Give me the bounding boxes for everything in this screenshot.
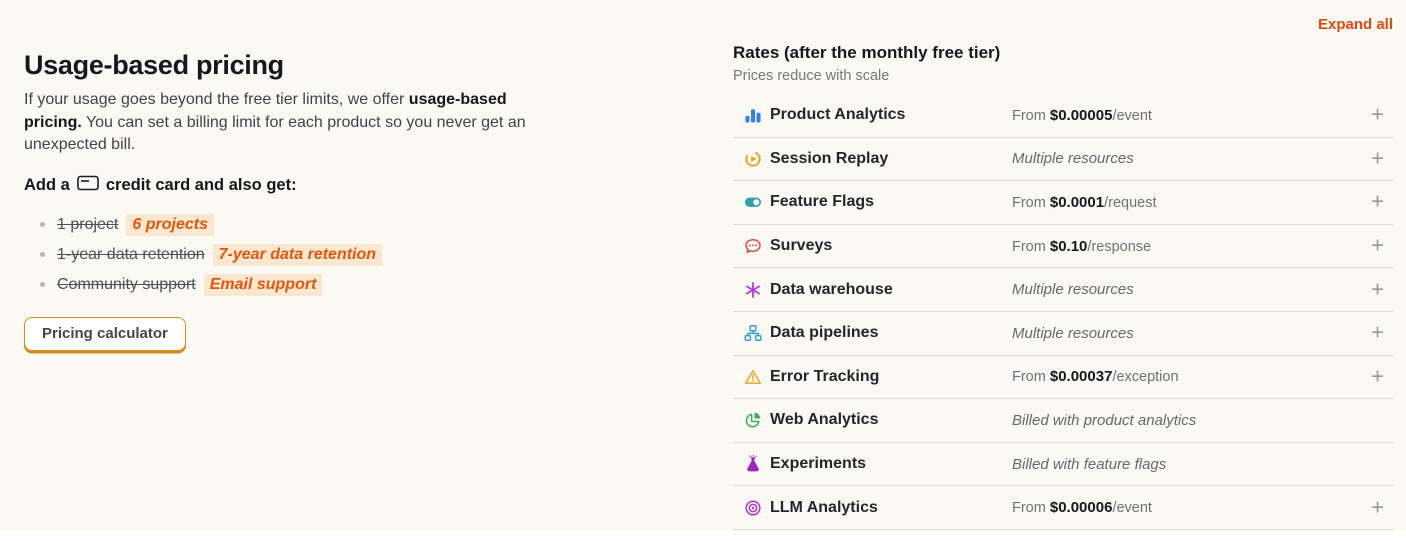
intro-bold-text: usage-based pricing. bbox=[24, 91, 507, 131]
usage-pricing-column: Usage-based pricing If your usage goes b… bbox=[24, 50, 564, 351]
credit-card-icon bbox=[77, 175, 99, 196]
rate-price: From $0.00037/exception bbox=[1012, 368, 1179, 385]
benefit-item: 1-year data retention 7-year data retenti… bbox=[40, 240, 564, 270]
rate-price: From $0.00006/event bbox=[1012, 499, 1152, 516]
rate-row-data-pipelines[interactable]: Data pipelines Multiple resources + bbox=[733, 312, 1393, 356]
rate-note: Multiple resources bbox=[1012, 150, 1134, 168]
rate-price-prefix: From bbox=[1012, 194, 1050, 211]
benefit-new-value: 6 projects bbox=[126, 213, 214, 236]
intro-text: If your usage goes beyond the free tier … bbox=[24, 91, 409, 108]
rates-title: Rates (after the monthly free tier) bbox=[733, 43, 1001, 62]
rates-column: Rates (after the monthly free tier) Pric… bbox=[733, 43, 1393, 530]
rate-row-surveys[interactable]: Surveys From $0.10/response + bbox=[733, 225, 1393, 269]
rate-price-value: $0.00005 bbox=[1049, 106, 1113, 124]
benefits-list: 1 project 6 projects 1-year data retention… bbox=[24, 210, 564, 300]
pricing-calculator-button[interactable]: Pricing calculator bbox=[24, 316, 186, 351]
add-card-prefix: Add a bbox=[24, 175, 70, 194]
bullet-icon bbox=[40, 252, 45, 257]
benefit-old-value: 1-year data retention bbox=[57, 245, 205, 263]
rate-row-product-analytics[interactable]: Product Analytics From $0.00005/event + bbox=[733, 94, 1393, 138]
rate-price-unit: /event bbox=[1112, 107, 1152, 124]
rate-label: Data warehouse bbox=[770, 280, 893, 298]
rate-label: Experiments bbox=[770, 455, 867, 473]
expand-row-icon[interactable]: + bbox=[1371, 232, 1384, 258]
expand-row-icon[interactable]: + bbox=[1371, 319, 1384, 345]
rate-row-web-analytics[interactable]: Web Analytics Billed with product analyti… bbox=[733, 399, 1393, 443]
rate-price-value: $0.10 bbox=[1049, 237, 1088, 255]
add-credit-card-line: Add a credit card and also get: bbox=[24, 175, 564, 196]
benefit-item: 1 project 6 projects bbox=[40, 210, 564, 240]
flask-icon bbox=[744, 455, 762, 473]
rate-row-error-tracking[interactable]: Error Tracking From $0.00037/exception + bbox=[733, 356, 1393, 400]
rate-label: Feature Flags bbox=[770, 193, 875, 211]
rate-label: Product Analytics bbox=[770, 106, 906, 124]
expand-all-link[interactable]: Expand all bbox=[1317, 16, 1393, 33]
rate-price-unit: /exception bbox=[1112, 369, 1179, 386]
rates-table: Product Analytics From $0.00005/event + Ses… bbox=[733, 94, 1393, 530]
rate-label: Error Tracking bbox=[770, 367, 880, 385]
rate-label: Surveys bbox=[770, 237, 833, 255]
asterisk-icon bbox=[744, 281, 762, 299]
rate-label: LLM Analytics bbox=[770, 498, 878, 516]
rate-price-value: $0.00037 bbox=[1049, 368, 1113, 386]
rate-price: From $0.0001/request bbox=[1012, 194, 1157, 211]
rate-price-prefix: From bbox=[1012, 238, 1050, 255]
benefit-old-value: Community support bbox=[57, 275, 196, 293]
rate-label: Session Replay bbox=[770, 149, 889, 167]
rate-label: Data pipelines bbox=[770, 324, 879, 342]
expand-row-icon[interactable]: + bbox=[1371, 189, 1384, 215]
rate-price: From $0.10/response bbox=[1012, 238, 1151, 255]
expand-row-icon[interactable]: + bbox=[1371, 145, 1384, 171]
pie-chart-icon bbox=[744, 411, 762, 429]
warning-triangle-icon bbox=[744, 368, 762, 386]
rate-price-unit: /event bbox=[1112, 500, 1152, 517]
target-icon bbox=[744, 499, 762, 517]
bullet-icon bbox=[40, 282, 45, 287]
rate-row-llm-analytics[interactable]: LLM Analytics From $0.00006/event + bbox=[733, 486, 1393, 530]
rate-price-value: $0.00006 bbox=[1049, 499, 1113, 517]
rate-row-feature-flags[interactable]: Feature Flags From $0.0001/request + bbox=[733, 181, 1393, 225]
page-title: Usage-based pricing bbox=[24, 50, 284, 80]
expand-row-icon[interactable]: + bbox=[1371, 276, 1384, 302]
bullet-icon bbox=[40, 222, 45, 227]
rate-row-experiments[interactable]: Experiments Billed with feature flags bbox=[733, 443, 1393, 487]
rate-price-prefix: From bbox=[1012, 107, 1050, 124]
rate-price-prefix: From bbox=[1012, 500, 1050, 517]
expand-row-icon[interactable]: + bbox=[1371, 363, 1384, 389]
intro-paragraph: If your usage goes beyond the free tier … bbox=[24, 89, 564, 157]
toggle-icon bbox=[744, 193, 762, 211]
benefit-new-value: 7-year data retention bbox=[212, 243, 383, 266]
rate-note: Multiple resources bbox=[1012, 281, 1134, 299]
rate-row-data-warehouse[interactable]: Data warehouse Multiple resources + bbox=[733, 268, 1393, 312]
expand-row-icon[interactable]: + bbox=[1371, 494, 1384, 520]
hierarchy-icon bbox=[744, 324, 762, 342]
intro-text-rest: You can set a billing limit for each pro… bbox=[24, 113, 526, 154]
session-replay-icon bbox=[744, 150, 762, 168]
expand-row-icon[interactable]: + bbox=[1371, 101, 1384, 127]
rate-note: Billed with product analytics bbox=[1012, 411, 1197, 429]
rate-label: Web Analytics bbox=[770, 411, 879, 429]
benefit-new-value: Email support bbox=[203, 273, 323, 296]
rate-price-value: $0.0001 bbox=[1049, 193, 1105, 211]
benefit-item: Community support Email support bbox=[40, 270, 564, 300]
benefit-old-value: 1 project bbox=[57, 215, 119, 233]
add-card-suffix: credit card and also get: bbox=[105, 175, 297, 194]
rate-price-unit: /response bbox=[1087, 238, 1152, 255]
section-bottom-edge bbox=[0, 531, 1406, 541]
rate-price: From $0.00005/event bbox=[1012, 107, 1152, 124]
rate-price-unit: /request bbox=[1104, 194, 1157, 211]
rate-row-session-replay[interactable]: Session Replay Multiple resources + bbox=[733, 138, 1393, 182]
bar-chart-icon bbox=[744, 106, 762, 124]
rate-note: Multiple resources bbox=[1012, 324, 1134, 342]
rates-subtitle: Prices reduce with scale bbox=[733, 68, 890, 84]
rate-note: Billed with feature flags bbox=[1012, 455, 1167, 473]
rate-price-prefix: From bbox=[1012, 369, 1050, 386]
chat-bubble-icon bbox=[744, 237, 762, 255]
